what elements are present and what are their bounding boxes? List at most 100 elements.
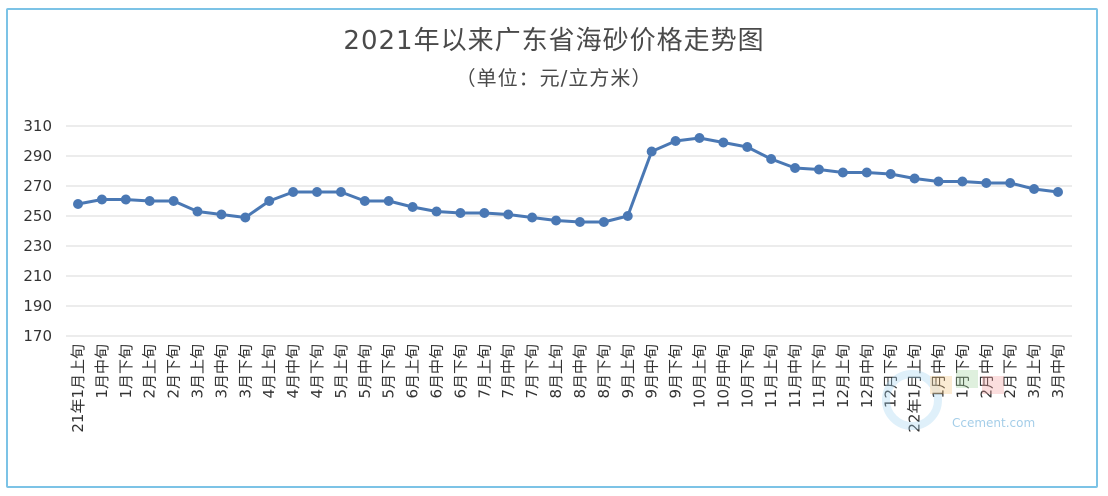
x-tick-label: 8月上旬 [547,344,565,399]
watermark-text: Ccement.com [952,416,1036,430]
x-tick-label: 10月下旬 [738,344,756,408]
chart-title: 2021年以来广东省海砂价格走势图 [343,26,765,56]
x-tick-label: 8月下旬 [595,344,613,399]
data-point [909,173,920,184]
data-point [431,206,442,217]
x-tick-label: 1月中旬 [93,344,111,399]
x-tick-label: 10月上旬 [690,344,708,408]
data-point [981,178,992,188]
x-tick-label: 9月下旬 [667,344,685,399]
watermark-logo: Ccement.com [872,360,1042,446]
series-layer [73,133,1063,227]
data-point [742,142,753,152]
data-point [192,206,203,217]
x-tick-label: 2月下旬 [1001,344,1019,399]
data-point [479,208,490,218]
data-point [240,212,251,223]
data-point [407,202,418,212]
x-axis-ticks: 21年1月上旬 1月中旬 1月下旬 2月上旬 2月下旬 3月上旬 3月中旬 3月下旬 4月上旬 4… [69,344,1067,433]
x-tick-label: 6月下旬 [451,344,469,399]
y-tick-label: 250 [23,207,52,225]
data-point [383,196,394,206]
x-tick-label: 22年1月上旬 [906,344,924,433]
y-tick-label: 170 [23,327,52,345]
x-tick-label: 7月下旬 [523,344,541,399]
data-point [1029,184,1040,194]
x-tick-label: 11月上旬 [762,344,780,408]
data-point [1005,178,1016,188]
data-point [264,196,275,206]
x-tick-label: 11月中旬 [786,344,804,408]
x-tick-label: 3月中旬 [1049,344,1067,399]
data-point [933,176,944,187]
data-point [503,209,514,220]
data-point [73,199,83,209]
y-tick-label: 210 [23,267,52,285]
x-tick-label: 1月中旬 [929,344,947,399]
data-point [766,154,777,164]
data-point [694,133,705,143]
x-tick-label: 6月中旬 [428,344,446,399]
x-tick-label: 3月上旬 [1025,344,1043,399]
x-tick-label: 10月中旬 [714,344,732,408]
x-tick-label: 11月下旬 [810,344,828,408]
data-point [598,217,609,227]
gridlines [66,125,1072,337]
data-point [551,215,562,226]
data-point [144,196,155,206]
x-tick-label: 12月上旬 [834,344,852,408]
data-point [359,196,370,206]
x-tick-label: 3月下旬 [236,344,254,399]
data-point [335,187,346,197]
data-point [216,209,227,220]
chart-frame [6,8,1098,488]
x-tick-label: 2月下旬 [165,344,183,399]
x-tick-label: 3月中旬 [212,344,230,399]
data-point [1053,187,1063,197]
data-point [718,137,729,148]
y-tick-label: 290 [23,147,52,165]
y-axis-ticks: 310 290 270 250 230 210 190 170 [23,117,52,345]
y-tick-label: 310 [23,117,52,135]
x-tick-label: 5月上旬 [332,344,350,399]
x-tick-label: 9月上旬 [619,344,637,399]
data-point [790,163,801,173]
x-tick-label: 12月下旬 [882,344,900,408]
x-tick-label: 4月下旬 [308,344,326,399]
data-point [670,136,681,146]
x-tick-label: 5月中旬 [356,344,374,399]
data-point [527,212,538,223]
data-point [646,146,657,157]
x-tick-label: 4月上旬 [260,344,278,399]
data-point [885,169,896,179]
x-tick-label: 7月中旬 [499,344,517,399]
chart-subtitle: （单位：元/立方米） [455,66,653,90]
data-point [837,167,848,178]
y-tick-label: 190 [23,297,52,315]
data-point [120,194,131,205]
x-tick-label: 2月上旬 [141,344,159,399]
data-point [574,217,585,227]
data-point [168,196,179,206]
x-tick-label: 5月下旬 [380,344,398,399]
y-tick-label: 270 [23,177,52,195]
data-point [96,194,107,205]
data-point [813,164,824,175]
x-tick-label: 2月中旬 [977,344,995,399]
x-tick-label: 12月中旬 [858,344,876,408]
data-point [288,187,299,197]
data-point [622,211,633,221]
x-tick-label: 9月中旬 [643,344,661,399]
data-point [312,187,323,197]
data-point [957,176,968,187]
y-tick-label: 230 [23,237,52,255]
data-point [455,208,466,218]
x-tick-label: 8月中旬 [571,344,589,399]
x-tick-label: 3月上旬 [189,344,207,399]
x-tick-label: 4月中旬 [284,344,302,399]
data-point [861,167,872,178]
x-tick-label: 6月上旬 [404,344,422,399]
x-tick-label: 21年1月上旬 [69,344,87,433]
x-tick-label: 1月下旬 [117,344,135,399]
